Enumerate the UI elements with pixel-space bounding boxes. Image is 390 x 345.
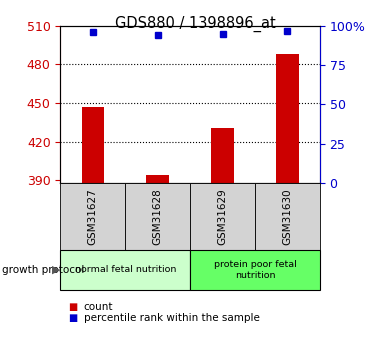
Text: GSM31629: GSM31629 [218,188,227,245]
Text: growth protocol: growth protocol [2,265,84,275]
Text: percentile rank within the sample: percentile rank within the sample [84,314,260,323]
Text: count: count [84,302,113,312]
Text: protein poor fetal
nutrition: protein poor fetal nutrition [214,260,296,280]
Bar [211,128,234,183]
Text: GSM31630: GSM31630 [282,188,292,245]
Text: GDS880 / 1398896_at: GDS880 / 1398896_at [115,16,275,32]
Text: GSM31628: GSM31628 [153,188,163,245]
Text: ■: ■ [68,302,78,312]
Text: ■: ■ [68,314,78,323]
Bar [146,175,169,183]
Text: normal fetal nutrition: normal fetal nutrition [74,265,176,275]
Bar [82,107,104,183]
Text: GSM31627: GSM31627 [88,188,98,245]
Text: ▶: ▶ [51,265,60,275]
Bar [276,54,299,183]
